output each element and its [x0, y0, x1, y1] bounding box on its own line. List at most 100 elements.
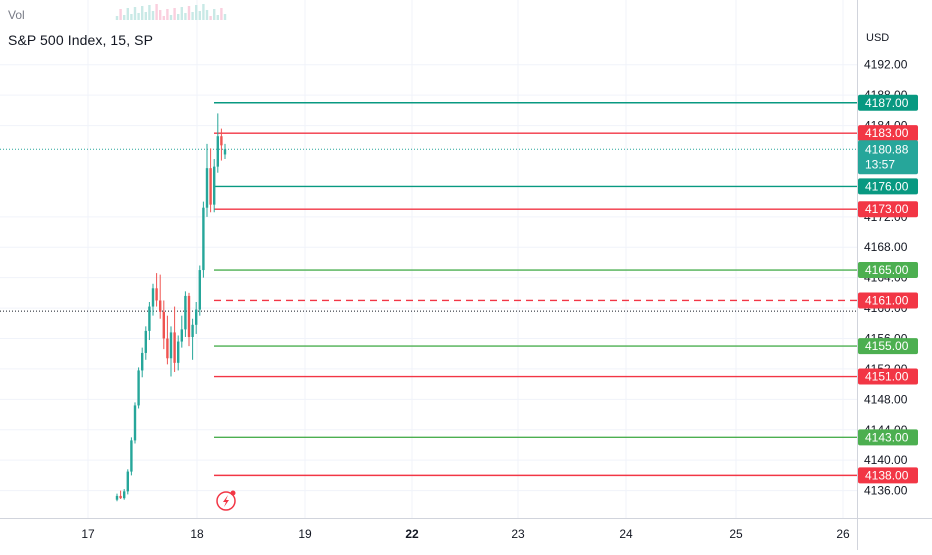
last-price-badge: [858, 140, 918, 175]
grid: [0, 0, 857, 518]
chart-title: S&P 500 Index, 15, SP: [8, 32, 154, 48]
volume-bar: [151, 11, 155, 20]
level-price-label: 4187.00: [865, 96, 909, 110]
time-tick-label: 24: [619, 527, 633, 541]
volume-bar: [141, 6, 144, 20]
candle-body: [144, 330, 147, 353]
last-price-label: 4180.88: [865, 142, 909, 156]
candle-body: [155, 288, 158, 301]
level-price-label: 4183.00: [865, 126, 909, 140]
time-tick-label: 19: [298, 527, 312, 541]
candle-body: [162, 311, 165, 339]
price-tick-label: 4136.00: [864, 484, 908, 498]
notification-dot: [230, 490, 236, 496]
volume-bars: [115, 4, 227, 20]
price-badges: 4187.00 4183.00 4176.00 4173.00 4165.00 4161.…: [858, 94, 918, 484]
level-price-badge: [858, 262, 918, 279]
candle-body: [169, 332, 173, 359]
volume-bar: [180, 7, 183, 20]
level-price-badge: [858, 94, 918, 111]
currency-label: USD: [866, 32, 890, 44]
level-lines[interactable]: [214, 102, 857, 477]
candle-body: [133, 405, 137, 441]
candle-body: [141, 352, 144, 371]
candle-body: [184, 295, 187, 330]
level-price-badge: [858, 125, 918, 142]
candlesticks: [115, 113, 227, 502]
lightning-icon[interactable]: [216, 490, 236, 511]
price-tick-label: 4148.00: [864, 392, 908, 406]
candle-body: [209, 168, 212, 205]
candle-body: [195, 309, 198, 325]
candle-body: [159, 300, 162, 312]
level-price-badge: [858, 429, 918, 446]
volume-bar: [173, 8, 176, 20]
level-price-badge: [858, 368, 918, 385]
volume-bar: [187, 6, 191, 20]
level-price-label: 4176.00: [865, 179, 909, 193]
time-tick-label: 22: [405, 527, 419, 541]
candle-body: [187, 295, 191, 337]
level-price-label: 4155.00: [865, 339, 909, 353]
volume-bar: [202, 4, 205, 20]
candle-body: [119, 495, 122, 499]
volume-bar: [115, 16, 119, 20]
volume-bar: [137, 13, 140, 20]
volume-bar: [123, 15, 126, 20]
price-tick-label: 4140.00: [864, 453, 908, 467]
volume-bar: [195, 5, 198, 20]
candle-body: [177, 341, 180, 363]
candle-body: [180, 329, 183, 342]
price-tick-label: 4192.00: [864, 58, 908, 72]
level-price-badge: [858, 201, 918, 218]
time-tick-label: 17: [81, 527, 95, 541]
level-price-badge: [858, 292, 918, 309]
level-price-label: 4173.00: [865, 202, 909, 216]
volume-bar: [144, 12, 147, 20]
volume-bar: [216, 15, 219, 20]
time-tick-label: 23: [511, 527, 525, 541]
candle-body: [216, 136, 219, 167]
volume-bar: [209, 16, 212, 20]
volume-bar: [126, 8, 129, 20]
lightning-bolt: [223, 495, 229, 507]
volume-bar: [198, 11, 201, 20]
time-tick-label: 18: [190, 527, 204, 541]
candle-body: [151, 288, 155, 307]
volume-bar: [169, 15, 173, 20]
candle-body: [166, 338, 169, 359]
volume-bar: [162, 16, 165, 20]
level-price-label: 4165.00: [865, 263, 909, 277]
volume-bar: [166, 9, 169, 20]
volume-bar: [223, 14, 227, 20]
level-price-label: 4143.00: [865, 430, 909, 444]
candle-body: [130, 440, 133, 472]
candle-body: [137, 370, 140, 406]
volume-bar: [133, 7, 137, 20]
event-marker[interactable]: [216, 490, 236, 511]
volume-label: Vol: [8, 8, 25, 22]
countdown-label: 13:57: [865, 157, 895, 171]
volume-bar: [205, 10, 209, 20]
candle-body: [123, 491, 126, 499]
candle-body: [191, 324, 194, 337]
level-price-badge: [858, 178, 918, 195]
level-price-badge: [858, 338, 918, 355]
time-tick-label: 26: [836, 527, 850, 541]
candle-body: [205, 168, 209, 208]
volume-bar: [148, 5, 151, 20]
candle-body: [148, 306, 151, 331]
volume-bar: [119, 9, 122, 20]
price-tick-label: 4168.00: [864, 240, 908, 254]
level-price-label: 4138.00: [865, 468, 909, 482]
volume-bar: [130, 14, 133, 20]
time-tick-label: 25: [729, 527, 743, 541]
volume-bar: [155, 4, 158, 20]
volume-bar: [220, 8, 223, 20]
time-axis: 17 18 19 22 23 24 25 26: [81, 527, 850, 541]
candle-body: [220, 136, 223, 146]
candle-body: [213, 166, 216, 205]
